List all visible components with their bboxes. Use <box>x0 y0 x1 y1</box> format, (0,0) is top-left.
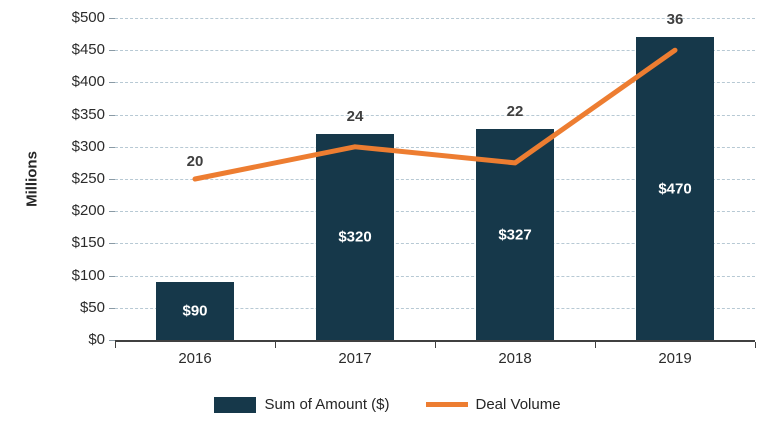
bar-series-swatch <box>214 396 257 413</box>
y-tick-mark <box>109 82 115 84</box>
y-tick-mark <box>109 211 115 213</box>
y-tick-mark <box>109 307 115 309</box>
y-tick-mark <box>109 243 115 245</box>
y-tick-label: $0 <box>88 331 105 348</box>
bar-data-label: $320 <box>338 228 372 246</box>
y-tick-label: $200 <box>71 202 105 220</box>
bar-2016 <box>156 282 234 340</box>
gridline <box>115 114 755 116</box>
gridline <box>115 82 755 84</box>
y-tick-mark <box>109 50 115 52</box>
x-tick-mark <box>115 342 116 348</box>
legend: Sum of Amount ($) Deal Volume <box>0 396 775 413</box>
y-tick-mark <box>109 18 115 19</box>
y-tick-mark <box>109 146 115 148</box>
bar-2017 <box>316 133 394 340</box>
line-series-swatch <box>425 402 468 407</box>
gridline <box>115 179 755 180</box>
line-data-label: 22 <box>506 103 524 121</box>
bar-2019 <box>636 37 714 340</box>
x-tick-label: 2016 <box>178 350 212 367</box>
line-data-label: 24 <box>346 107 364 125</box>
y-tick-label: $100 <box>71 266 105 284</box>
y-tick-label: $400 <box>71 73 105 91</box>
legend-label-line-series: Deal Volume <box>475 396 561 413</box>
gridline <box>115 243 755 245</box>
gridline <box>115 307 755 309</box>
y-tick-label: $150 <box>71 234 105 252</box>
line-data-label: 20 <box>186 153 204 170</box>
gridline <box>115 211 755 213</box>
bar-data-label: $327 <box>498 226 532 244</box>
gridline <box>115 146 755 148</box>
legend-label-bar-series: Sum of Amount ($) <box>264 396 390 413</box>
y-tick-label: $450 <box>71 41 105 59</box>
gridline <box>115 50 755 52</box>
y-tick-label: $300 <box>71 137 105 155</box>
line-data-label: 36 <box>666 11 684 29</box>
plot-area: $90 $320 $327 $470 20 24 22 36 <box>115 11 755 342</box>
legend-item-line-series: Deal Volume <box>425 396 561 413</box>
y-tick-mark <box>109 275 115 277</box>
gridline <box>115 18 755 19</box>
legend-item-bar-series: Sum of Amount ($) <box>214 396 390 413</box>
y-tick-label: $250 <box>71 170 105 187</box>
y-tick-mark <box>109 340 115 341</box>
x-tick-label: 2017 <box>338 350 372 367</box>
y-tick-mark <box>109 179 115 180</box>
bar-data-label: $470 <box>658 180 692 198</box>
bar-data-label: $90 <box>182 302 208 320</box>
y-tick-mark <box>109 114 115 116</box>
x-tick-label: 2019 <box>658 350 692 367</box>
y-tick-label: $350 <box>71 105 105 123</box>
x-tick-mark <box>275 342 276 348</box>
x-tick-mark <box>755 342 756 348</box>
x-tick-label: 2018 <box>498 350 532 367</box>
x-tick-mark <box>435 342 436 348</box>
y-axis-title: Millions <box>23 151 41 207</box>
x-tick-mark <box>595 342 596 348</box>
gridline <box>115 275 755 277</box>
deal-volume-line <box>192 47 678 182</box>
y-tick-label: $500 <box>71 9 105 26</box>
y-tick-label: $50 <box>79 298 105 316</box>
